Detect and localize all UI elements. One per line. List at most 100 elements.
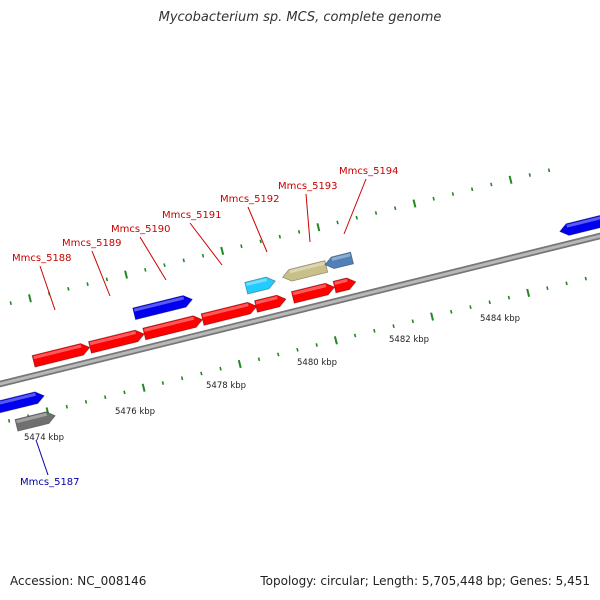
reverse-scale-minor-tick [411,319,414,324]
gene-mmcs-5194b-highlight [331,253,351,261]
forward-scale-minor-tick [528,173,531,177]
gene-right-edge-highlight [566,210,600,228]
forward-scale-minor-tick [86,282,89,286]
tick-layer [7,168,587,423]
genome-backbone [0,234,600,386]
reverse-scale-minor-tick [546,286,549,291]
reverse-scale-minor-tick [84,400,88,404]
gene-label-6: Mmcs_5193 [278,181,338,192]
gene-mmcs-5192b-group [244,276,276,295]
reverse-scale-minor-tick [65,404,68,409]
forward-scale-minor-tick [163,263,166,267]
forward-scale-major-tick [124,270,128,279]
gene-mmcs-5187-highlight [0,392,36,408]
gene-right-edge [559,208,600,236]
forward-scale-minor-tick [432,196,435,201]
reverse-scale-minor-tick [200,371,203,376]
forward-scale-minor-tick [201,253,205,258]
gene-mmcs-5189-highlight [89,331,137,346]
gene-mmcs-5187b [14,411,56,432]
genes-layer [0,208,600,432]
gene-mmcs-5187b-group [14,411,56,432]
scale-label-3: 5480 kbp [297,358,337,368]
gene-mmcs-5193 [290,282,336,304]
gene-mmcs-5187-group [0,391,45,417]
leader-line-6 [305,193,311,243]
scale-label-2: 5478 kbp [206,381,246,391]
gene-mmcs-5194b-group [324,251,355,270]
gene-mmcs-5191-group [200,301,258,326]
labels-layer: 5474 kbp 5476 kbp 5478 kbp 5480 kbp 5482 kbp… [12,166,520,488]
reverse-scale-minor-tick [257,357,261,362]
reverse-scale-minor-tick [219,366,222,371]
reverse-scale-minor-tick [450,309,453,314]
forward-scale-minor-tick [374,211,378,215]
forward-scale-major-tick [220,246,225,256]
reverse-scale-major-tick [430,312,434,321]
gene-right-edge-group [559,208,600,236]
forward-scale-major-tick [412,199,417,208]
forward-scale-major-tick [28,294,32,303]
scale-label-0: 5474 kbp [24,433,64,443]
reverse-scale-minor-tick [565,281,568,286]
gene-mmcs-5190b-group [132,295,194,321]
scale-label-1: 5476 kbp [115,407,155,417]
forward-scale-minor-tick [240,244,243,249]
leader-line-4 [189,222,223,266]
reverse-scale-minor-tick [469,305,472,309]
reverse-scale-minor-tick [392,324,395,328]
scale-label-5: 5484 kbp [480,314,520,324]
leader-line-0 [35,439,49,476]
gene-mmcs-5191-highlight [202,303,249,318]
reverse-scale-minor-tick [315,343,318,347]
forward-scale-minor-tick [144,268,147,272]
forward-scale-minor-tick [67,287,70,291]
gene-mmcs-5187b-highlight [16,412,47,424]
forward-scale-minor-tick [182,258,185,263]
gene-label-3: Mmcs_5190 [111,224,171,235]
forward-scale-major-tick [316,223,321,232]
gene-mmcs-5194b [324,251,355,270]
leaders-layer [35,178,367,476]
reverse-scale-major-tick [141,383,146,392]
leader-line-3 [139,236,167,281]
gene-mmcs-5193b-highlight [289,261,325,274]
reverse-scale-minor-tick [353,333,357,338]
reverse-scale-minor-tick [296,347,299,352]
gene-mmcs-5190-group [142,315,204,341]
gene-mmcs-5194 [332,277,357,294]
forward-scale-minor-tick [105,277,109,282]
gene-mmcs-5192-group [253,294,287,313]
leader-line-1 [39,265,56,311]
genome-info-text: Topology: circular; Length: 5,705,448 bp… [260,574,590,588]
forward-scale-minor-tick [394,206,397,211]
forward-scale-minor-tick [451,192,455,196]
gene-label-0: Mmcs_5187 [20,477,80,488]
gene-mmcs-5188-group [31,343,91,368]
forward-scale-minor-tick [470,187,474,192]
reverse-scale-minor-tick [507,295,511,300]
gene-mmcs-5191 [200,301,258,326]
leader-line-5 [247,206,268,253]
gene-mmcs-5187 [0,391,45,417]
accession-text: Accession: NC_008146 [10,574,147,588]
backbone-layer [0,232,600,388]
reverse-scale-major-tick [237,359,242,369]
forward-scale-minor-tick [9,301,12,306]
forward-scale-minor-tick [297,230,301,234]
gene-mmcs-5192 [253,294,287,313]
gene-mmcs-5189-group [87,329,145,354]
scale-label-4: 5482 kbp [389,335,429,345]
forward-scale-minor-tick [547,168,551,173]
reverse-scale-major-tick [526,288,531,297]
gene-mmcs-5189 [87,329,145,354]
reverse-scale-minor-tick [584,276,587,281]
reverse-scale-minor-tick [7,419,11,423]
gene-label-1: Mmcs_5188 [12,253,72,264]
gene-mmcs-5190b [132,295,194,321]
gene-mmcs-5193-group [290,282,336,304]
reverse-scale-minor-tick [104,395,107,400]
forward-scale-minor-tick [278,234,282,239]
gene-mmcs-5190-highlight [143,316,195,332]
